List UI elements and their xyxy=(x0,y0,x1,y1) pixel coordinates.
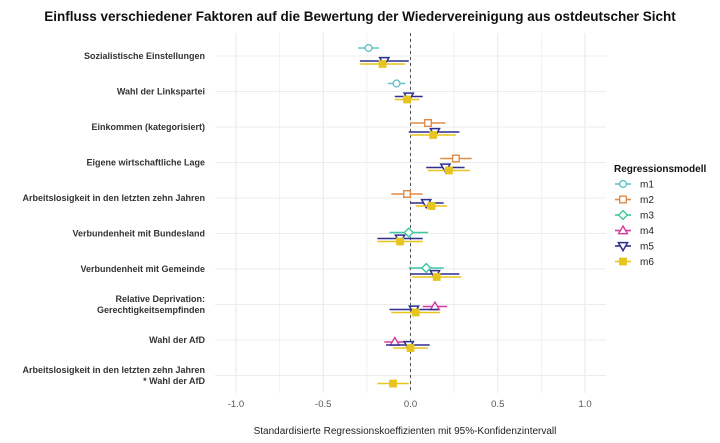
series-group xyxy=(358,43,472,388)
category-label: Arbeitslosigkeit in den letzten zehn Jah… xyxy=(22,365,205,375)
category-label: Gerechtigkeitsempfinden xyxy=(97,305,205,315)
data-point-marker xyxy=(617,241,629,253)
data-point-marker xyxy=(617,209,629,221)
legend-label: m5 xyxy=(640,242,654,253)
data-point-marker xyxy=(432,273,441,281)
data-point-marker xyxy=(364,43,373,53)
category-labels: Sozialistische Einstellungen Wahl der Lin… xyxy=(22,51,205,386)
data-point-marker xyxy=(378,60,387,68)
category-label: Verbundenheit mit Bundesland xyxy=(72,229,205,239)
x-tick-label: -0.5 xyxy=(315,399,331,410)
series-m6 xyxy=(359,60,470,388)
x-tick-labels: -1.0 -0.5 0.0 0.5 1.0 xyxy=(228,399,592,410)
data-point-marker xyxy=(429,131,438,139)
category-label: Verbundenheit mit Gemeinde xyxy=(80,264,205,274)
data-point-marker xyxy=(403,95,411,104)
category-label: Einkommen (kategorisiert) xyxy=(91,122,205,132)
data-point-marker xyxy=(445,166,453,175)
series-m5 xyxy=(359,56,465,352)
legend-label: m4 xyxy=(640,226,654,237)
data-point-marker xyxy=(403,189,412,198)
chart-title: Einfluss verschiedener Faktoren auf die … xyxy=(44,9,676,24)
series-m3 xyxy=(389,227,444,274)
legend-item-m5: m5 xyxy=(615,242,654,253)
data-point-marker xyxy=(389,379,397,388)
data-point-marker xyxy=(420,262,432,274)
legend-item-m3: m3 xyxy=(615,209,654,222)
data-point-marker xyxy=(619,257,627,266)
category-label: * Wahl der AfD xyxy=(143,376,205,386)
x-tick-label: 0.0 xyxy=(404,399,417,410)
legend-label: m3 xyxy=(640,211,654,222)
x-tick-label: -1.0 xyxy=(228,399,244,410)
legend-label: m6 xyxy=(640,257,654,268)
series-m1 xyxy=(358,43,406,88)
data-point-marker xyxy=(392,79,401,88)
legend-item-m2: m2 xyxy=(615,195,654,206)
data-point-marker xyxy=(423,118,432,127)
data-point-marker xyxy=(619,195,628,204)
category-label: Relative Deprivation: xyxy=(115,294,205,304)
legend-item-m6: m6 xyxy=(615,257,654,268)
legend-title: Regressionsmodell xyxy=(614,164,706,175)
data-point-marker xyxy=(618,179,628,189)
data-point-marker xyxy=(406,344,415,352)
legend: Regressionsmodell m1 m2 m3 m4 m5 m6 xyxy=(614,164,706,268)
legend-item-m4: m4 xyxy=(615,224,654,237)
category-label: Wahl der AfD xyxy=(149,335,205,345)
data-point-marker xyxy=(617,224,629,235)
series-m2 xyxy=(391,118,472,198)
category-label: Sozialistische Einstellungen xyxy=(84,51,205,61)
x-tick-label: 0.5 xyxy=(491,399,504,410)
data-point-marker xyxy=(396,237,404,246)
legend-label: m1 xyxy=(640,180,654,191)
data-point-marker xyxy=(403,227,415,238)
legend-label: m2 xyxy=(640,195,654,206)
x-tick-label: 1.0 xyxy=(578,399,591,410)
data-point-marker xyxy=(411,308,420,317)
category-label: Wahl der Linkspartei xyxy=(117,87,205,97)
category-label: Eigene wirtschaftliche Lage xyxy=(86,158,205,168)
data-point-marker xyxy=(427,202,436,210)
x-axis-label: Standardisierte Regressionskoeffizienten… xyxy=(254,426,557,437)
legend-item-m1: m1 xyxy=(615,180,654,191)
category-label: Arbeitslosigkeit in den letzten zehn Jah… xyxy=(22,193,205,203)
data-point-marker xyxy=(451,154,460,163)
